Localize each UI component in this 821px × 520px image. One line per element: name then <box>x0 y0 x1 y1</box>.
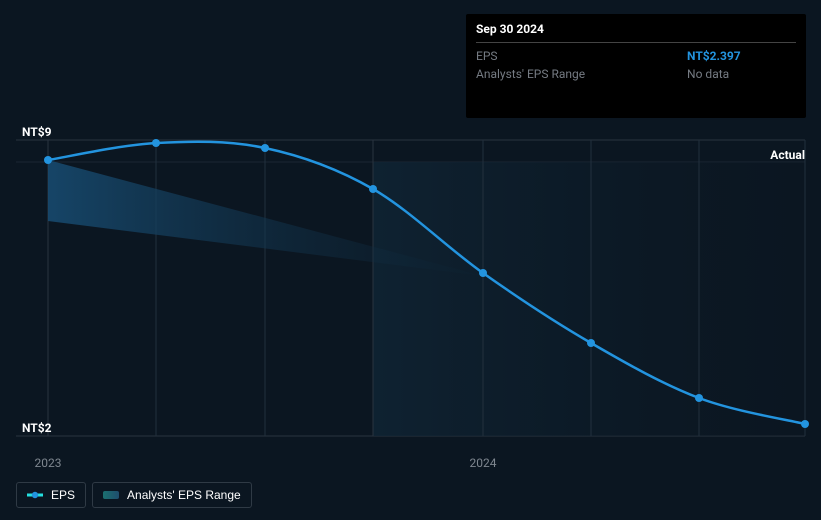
tooltip-row-value: NT$2.397 <box>667 47 796 65</box>
actual-region-label: Actual <box>770 148 805 162</box>
area-swatch-icon <box>103 490 119 500</box>
tooltip-date: Sep 30 2024 <box>476 20 796 40</box>
chart-root: NT$9 NT$2 2023 2024 Actual Sep 30 2024 EPS… <box>0 0 821 520</box>
tooltip-row-label: Analysts' EPS Range <box>476 65 667 83</box>
chart-legend: EPS Analysts' EPS Range <box>16 482 252 508</box>
x-axis-tick-label: 2023 <box>35 456 62 470</box>
legend-item-eps[interactable]: EPS <box>16 482 86 508</box>
y-axis-tick-label: NT$2 <box>22 421 52 435</box>
legend-item-label: Analysts' EPS Range <box>127 488 241 502</box>
x-axis-tick-label: 2024 <box>470 456 497 470</box>
tooltip-row-value: No data <box>667 65 796 83</box>
hover-tooltip: Sep 30 2024 EPSNT$2.397Analysts' EPS Ran… <box>466 14 806 118</box>
line-swatch-icon <box>27 490 43 500</box>
tooltip-row-label: EPS <box>476 47 667 65</box>
y-axis-tick-label: NT$9 <box>22 125 52 139</box>
legend-item-range[interactable]: Analysts' EPS Range <box>92 482 252 508</box>
legend-item-label: EPS <box>51 488 75 502</box>
